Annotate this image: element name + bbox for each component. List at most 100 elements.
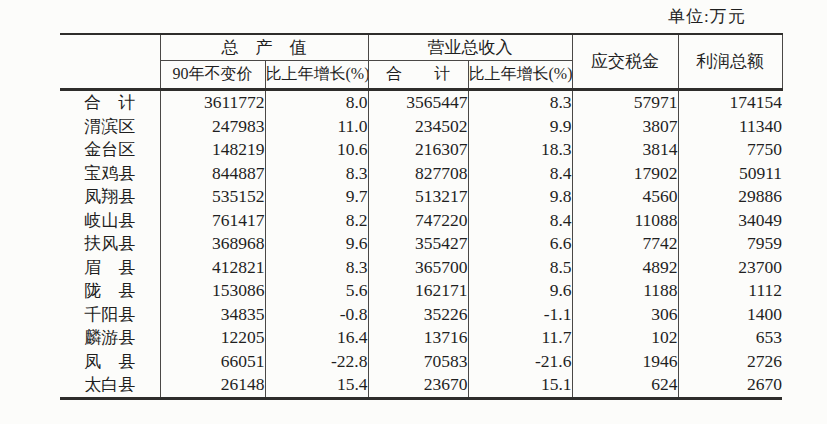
row-label: 扶风县: [60, 232, 160, 256]
cell-tax: 57971: [572, 90, 678, 115]
table-row: 陇 县 153086 5.6 162171 9.6 1188 1112: [60, 279, 782, 303]
table-row-total: 合 计 3611772 8.0 3565447 8.3 57971 174154: [60, 90, 782, 115]
cell-output-growth: 5.6: [265, 279, 368, 303]
table-row: 金台区 148219 10.6 216307 18.3 3814 7750: [60, 138, 782, 162]
cell-revenue-growth: 9.8: [468, 185, 572, 209]
unit-label: 单位:万元: [668, 5, 746, 28]
cell-profit: 34049: [678, 209, 782, 233]
cell-revenue-total: 23670: [368, 373, 468, 398]
cell-output-growth: -0.8: [265, 303, 368, 327]
cell-tax: 624: [572, 373, 678, 398]
cell-output-value: 3611772: [160, 90, 265, 115]
cell-output-value: 844887: [160, 162, 265, 186]
row-label: 凤翔县: [60, 185, 160, 209]
table-row: 凤 县 66051 -22.8 70583 -21.6 1946 2726: [60, 350, 782, 374]
cell-output-growth: 11.0: [265, 115, 368, 139]
row-label: 眉 县: [60, 256, 160, 280]
cell-tax: 1946: [572, 350, 678, 374]
cell-revenue-total: 365700: [368, 256, 468, 280]
cell-output-value: 34835: [160, 303, 265, 327]
cell-revenue-growth: -21.6: [468, 350, 572, 374]
table-row: 宝鸡县 844887 8.3 827708 8.4 17902 50911: [60, 162, 782, 186]
cell-revenue-total: 355427: [368, 232, 468, 256]
cell-revenue-total: 13716: [368, 326, 468, 350]
cell-output-growth: 9.6: [265, 232, 368, 256]
cell-revenue-total: 216307: [368, 138, 468, 162]
cell-output-value: 412821: [160, 256, 265, 280]
cell-output-value: 66051: [160, 350, 265, 374]
cell-revenue-total: 70583: [368, 350, 468, 374]
cell-output-growth: 15.4: [265, 373, 368, 398]
row-label: 陇 县: [60, 279, 160, 303]
table-row: 扶风县 368968 9.6 355427 6.6 7742 7959: [60, 232, 782, 256]
cell-output-value: 535152: [160, 185, 265, 209]
cell-revenue-growth: 8.5: [468, 256, 572, 280]
cell-tax: 1188: [572, 279, 678, 303]
table-body: 合 计 3611772 8.0 3565447 8.3 57971 174154…: [60, 90, 782, 399]
table-row: 千阳县 34835 -0.8 35226 -1.1 306 1400: [60, 303, 782, 327]
cell-revenue-growth: 9.9: [468, 115, 572, 139]
header-revenue-growth: 比上年增长(%): [468, 61, 572, 90]
cell-revenue-total: 513217: [368, 185, 468, 209]
cell-output-value: 148219: [160, 138, 265, 162]
cell-output-growth: 9.7: [265, 185, 368, 209]
cell-profit: 174154: [678, 90, 782, 115]
cell-revenue-growth: 6.6: [468, 232, 572, 256]
cell-profit: 7959: [678, 232, 782, 256]
row-label: 千阳县: [60, 303, 160, 327]
table-header: 总 产 值 营业总收入 应交税金 利润总额 90年不变价 比上年增长(%) 合 …: [60, 34, 782, 90]
cell-output-growth: 8.3: [265, 256, 368, 280]
header-tax: 应交税金: [572, 34, 678, 90]
table-row: 凤翔县 535152 9.7 513217 9.8 4560 29886: [60, 185, 782, 209]
cell-revenue-total: 747220: [368, 209, 468, 233]
cell-output-value: 153086: [160, 279, 265, 303]
row-label: 凤 县: [60, 350, 160, 374]
cell-tax: 306: [572, 303, 678, 327]
table-row: 眉 县 412821 8.3 365700 8.5 4892 23700: [60, 256, 782, 280]
cell-output-growth: 8.0: [265, 90, 368, 115]
cell-revenue-total: 234502: [368, 115, 468, 139]
table-row: 麟游县 12205 16.4 13716 11.7 102 653: [60, 326, 782, 350]
cell-tax: 4560: [572, 185, 678, 209]
cell-tax: 102: [572, 326, 678, 350]
header-group-row: 总 产 值 营业总收入 应交税金 利润总额: [60, 34, 782, 61]
cell-revenue-total: 827708: [368, 162, 468, 186]
scanned-document-page: 单位:万元 总 产 值 营业总收入 应交税金 利润总额 90年不变价 比上年增长…: [0, 0, 827, 424]
cell-revenue-total: 162171: [368, 279, 468, 303]
cell-output-value: 368968: [160, 232, 265, 256]
cell-profit: 1400: [678, 303, 782, 327]
cell-output-value: 26148: [160, 373, 265, 398]
cell-revenue-growth: -1.1: [468, 303, 572, 327]
table-row: 岐山县 761417 8.2 747220 8.4 11088 34049: [60, 209, 782, 233]
cell-profit: 1112: [678, 279, 782, 303]
header-revenue-total: 合 计: [368, 61, 468, 90]
table-row: 渭滨区 247983 11.0 234502 9.9 3807 11340: [60, 115, 782, 139]
cell-tax: 3814: [572, 138, 678, 162]
cell-revenue-growth: 11.7: [468, 326, 572, 350]
cell-profit: 2670: [678, 373, 782, 398]
header-revenue-group: 营业总收入: [368, 34, 572, 61]
cell-profit: 23700: [678, 256, 782, 280]
cell-revenue-growth: 18.3: [468, 138, 572, 162]
cell-profit: 653: [678, 326, 782, 350]
cell-revenue-growth: 15.1: [468, 373, 572, 398]
row-label: 合 计: [60, 90, 160, 115]
cell-profit: 11340: [678, 115, 782, 139]
cell-output-growth: 8.2: [265, 209, 368, 233]
cell-profit: 7750: [678, 138, 782, 162]
header-corner-blank: [60, 34, 160, 90]
cell-output-growth: 16.4: [265, 326, 368, 350]
row-label: 麟游县: [60, 326, 160, 350]
header-output-growth: 比上年增长(%): [265, 61, 368, 90]
cell-revenue-total: 3565447: [368, 90, 468, 115]
cell-output-value: 12205: [160, 326, 265, 350]
cell-tax: 17902: [572, 162, 678, 186]
cell-revenue-growth: 9.6: [468, 279, 572, 303]
row-label: 宝鸡县: [60, 162, 160, 186]
cell-revenue-total: 35226: [368, 303, 468, 327]
cell-revenue-growth: 8.4: [468, 162, 572, 186]
statistics-table: 总 产 值 营业总收入 应交税金 利润总额 90年不变价 比上年增长(%) 合 …: [60, 33, 783, 400]
cell-tax: 4892: [572, 256, 678, 280]
cell-profit: 29886: [678, 185, 782, 209]
cell-tax: 11088: [572, 209, 678, 233]
